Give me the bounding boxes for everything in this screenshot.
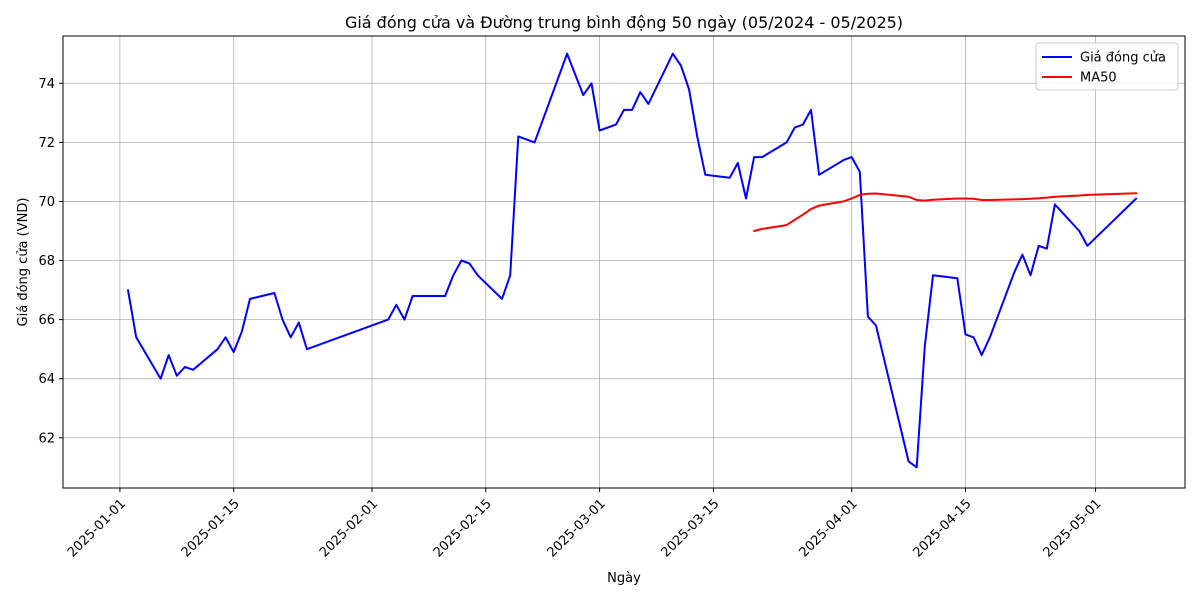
x-tick-label: 2025-04-15 bbox=[910, 496, 974, 560]
x-tick-label: 2025-01-15 bbox=[179, 496, 243, 560]
legend-label-close: Giá đóng cửa bbox=[1080, 51, 1166, 66]
plot-frame bbox=[62, 35, 1186, 489]
x-axis-title: Ngày bbox=[607, 571, 641, 586]
x-tick-label: 2025-05-01 bbox=[1041, 496, 1105, 560]
x-tick-label: 2025-04-01 bbox=[797, 496, 861, 560]
x-tick-label: 2025-02-01 bbox=[317, 496, 381, 560]
close-price-line bbox=[127, 52, 1138, 469]
y-axis-title: Giá đóng cửa (VND) bbox=[16, 198, 31, 327]
y-tick-label: 70 bbox=[38, 195, 55, 210]
x-tick-label: 2025-03-01 bbox=[545, 496, 609, 560]
legend-box bbox=[1035, 42, 1179, 91]
y-tick-label: 62 bbox=[38, 431, 55, 446]
y-tick-label: 74 bbox=[38, 77, 55, 92]
x-axis: 2025-01-01 2025-01-15 2025-02-01 2025-02-15… bbox=[65, 488, 1105, 560]
legend-label-ma50: MA50 bbox=[1080, 71, 1117, 86]
x-tick-label: 2025-01-01 bbox=[65, 496, 129, 560]
y-tick-label: 72 bbox=[38, 136, 55, 151]
ma50-line bbox=[753, 192, 1138, 232]
grid bbox=[63, 36, 1185, 488]
legend: Giá đóng cửa MA50 bbox=[1035, 42, 1179, 91]
chart-title: Giá đóng cửa và Đường trung bình động 50… bbox=[345, 13, 903, 32]
y-tick-label: 68 bbox=[38, 254, 55, 269]
y-tick-label: 64 bbox=[38, 372, 55, 387]
series-layer bbox=[127, 52, 1138, 469]
y-axis: 62 64 66 68 70 72 74 bbox=[38, 77, 63, 446]
x-tick-label: 2025-03-15 bbox=[658, 496, 722, 560]
x-tick-label: 2025-02-15 bbox=[431, 496, 495, 560]
y-tick-label: 66 bbox=[38, 313, 55, 328]
